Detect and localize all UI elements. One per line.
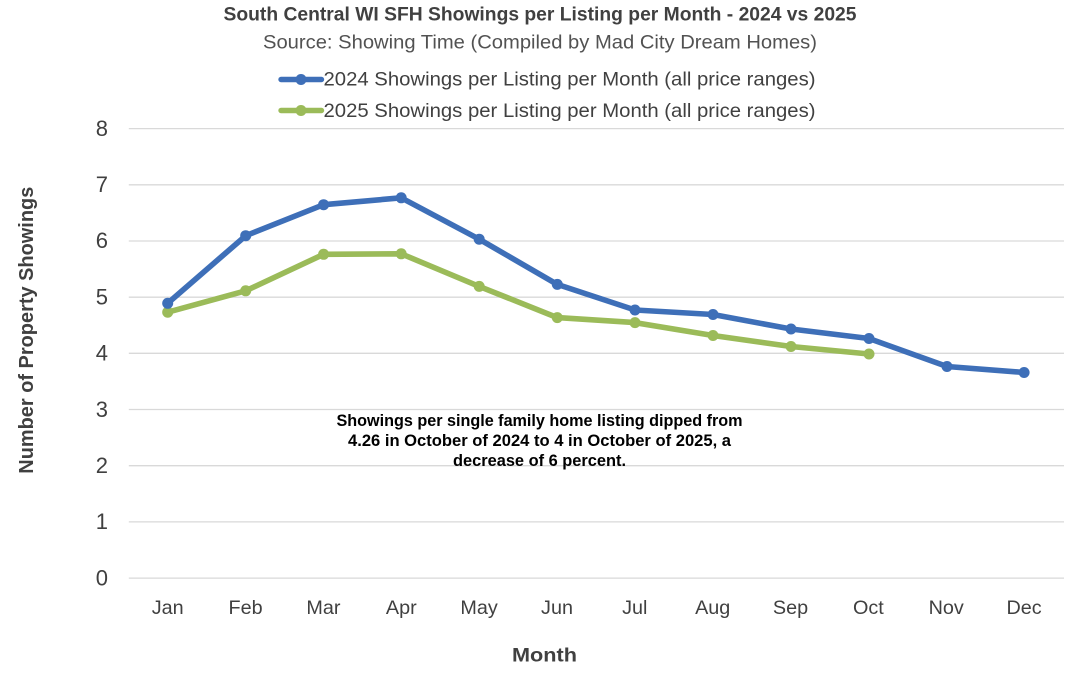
svg-text:0: 0 bbox=[96, 565, 108, 590]
svg-text:2025 Showings per Listing per: 2025 Showings per Listing per Month (all… bbox=[324, 101, 816, 122]
svg-text:4.26 in October of 2024 to 4 i: 4.26 in October of 2024 to 4 in October … bbox=[348, 432, 732, 450]
svg-text:Jan: Jan bbox=[152, 597, 184, 619]
svg-text:Aug: Aug bbox=[695, 597, 730, 619]
svg-text:6: 6 bbox=[96, 228, 108, 253]
svg-text:Dec: Dec bbox=[1007, 597, 1042, 619]
svg-text:May: May bbox=[460, 597, 497, 619]
svg-text:Oct: Oct bbox=[853, 597, 884, 619]
svg-text:3: 3 bbox=[96, 397, 108, 422]
svg-text:Showings per single family hom: Showings per single family home listing … bbox=[337, 412, 743, 430]
svg-text:5: 5 bbox=[96, 284, 108, 309]
svg-text:1: 1 bbox=[96, 509, 108, 534]
svg-text:Mar: Mar bbox=[306, 597, 340, 619]
svg-text:Feb: Feb bbox=[229, 597, 263, 619]
svg-text:2024 Showings per Listing per: 2024 Showings per Listing per Month (all… bbox=[324, 69, 816, 90]
svg-text:2: 2 bbox=[96, 453, 108, 478]
svg-text:Number of Property Showings: Number of Property Showings bbox=[15, 187, 38, 474]
svg-text:Nov: Nov bbox=[929, 597, 964, 619]
svg-text:South Central WI SFH Showings: South Central WI SFH Showings per Listin… bbox=[224, 4, 857, 26]
svg-text:decrease of 6 percent.: decrease of 6 percent. bbox=[453, 452, 626, 470]
svg-text:Source: Showing Time (Compiled: Source: Showing Time (Compiled by Mad Ci… bbox=[263, 32, 817, 54]
svg-text:7: 7 bbox=[96, 172, 108, 197]
svg-text:Sep: Sep bbox=[773, 597, 808, 619]
svg-text:4: 4 bbox=[96, 341, 108, 366]
svg-text:Jun: Jun bbox=[541, 597, 573, 619]
svg-text:Jul: Jul bbox=[622, 597, 647, 619]
svg-text:Month: Month bbox=[512, 645, 577, 667]
svg-text:Apr: Apr bbox=[386, 597, 417, 619]
svg-text:8: 8 bbox=[96, 116, 108, 141]
